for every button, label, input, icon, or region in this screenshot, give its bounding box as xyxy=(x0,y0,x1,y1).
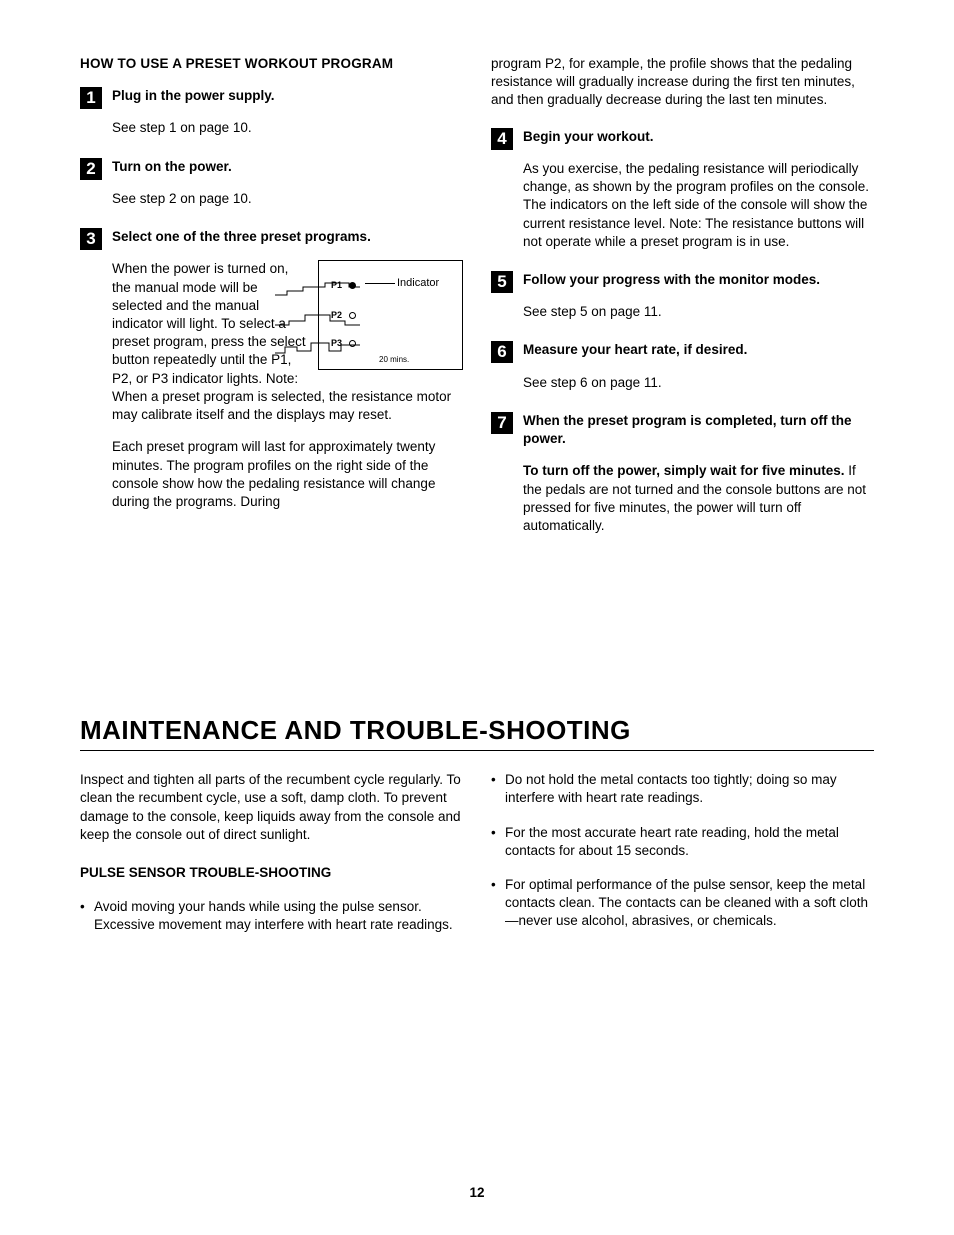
maint-left-column: Inspect and tighten all parts of the rec… xyxy=(80,771,463,935)
maintenance-columns: Inspect and tighten all parts of the rec… xyxy=(80,771,874,935)
step-paragraph: Each preset program will last for approx… xyxy=(112,438,463,511)
heading-rule xyxy=(80,750,874,751)
program-row-p1: P1 xyxy=(331,279,360,291)
step-6: 6 Measure your heart rate, if desired. S… xyxy=(491,341,874,391)
step-title: Turn on the power. xyxy=(112,158,463,176)
step-paragraph: To turn off the power, simply wait for f… xyxy=(523,462,874,535)
pulse-subheading: PULSE SENSOR TROUBLE-SHOOTING xyxy=(80,864,463,882)
step-4: 4 Begin your workout. As you exercise, t… xyxy=(491,128,874,251)
program-row-p2: P2 xyxy=(331,309,360,321)
step-number-box: 5 xyxy=(491,271,513,293)
step-text: See step 6 on page 11. xyxy=(523,374,874,392)
preset-workout-section: HOW TO USE A PRESET WORKOUT PROGRAM 1 Pl… xyxy=(80,55,874,555)
step-2: 2 Turn on the power. See step 2 on page … xyxy=(80,158,463,208)
diagram-caption: 20 mins. xyxy=(379,355,409,366)
program-row-p3: P3 xyxy=(331,337,360,349)
step-body: Begin your workout. As you exercise, the… xyxy=(523,128,874,251)
section-heading: HOW TO USE A PRESET WORKOUT PROGRAM xyxy=(80,55,463,73)
step-number-box: 2 xyxy=(80,158,102,180)
step-number-box: 4 xyxy=(491,128,513,150)
bullet-item: Avoid moving your hands while using the … xyxy=(80,898,463,934)
program-profile-diagram: Indicator P1 P2 xyxy=(318,260,463,370)
step-number-box: 6 xyxy=(491,341,513,363)
step-body: Select one of the three preset programs.… xyxy=(112,228,463,511)
step-body: Measure your heart rate, if desired. See… xyxy=(523,341,874,391)
step-3: 3 Select one of the three preset program… xyxy=(80,228,463,511)
p2-profile-icon xyxy=(275,311,360,329)
indicator-label: Indicator xyxy=(397,276,439,291)
right-column: program P2, for example, the profile sho… xyxy=(491,55,874,555)
p1-profile-icon xyxy=(275,281,360,299)
step-body: Follow your progress with the monitor mo… xyxy=(523,271,874,321)
maint-intro: Inspect and tighten all parts of the rec… xyxy=(80,771,463,844)
step-body: Turn on the power. See step 2 on page 10… xyxy=(112,158,463,208)
step-paragraph: As you exercise, the pedaling resistance… xyxy=(523,160,874,251)
left-column: HOW TO USE A PRESET WORKOUT PROGRAM 1 Pl… xyxy=(80,55,463,555)
step-text: See step 2 on page 10. xyxy=(112,190,463,208)
indicator-pointer-line xyxy=(365,283,395,284)
step-body: Plug in the power supply. See step 1 on … xyxy=(112,87,463,137)
step-text: As you exercise, the pedaling resistance… xyxy=(523,160,874,251)
step-number-box: 3 xyxy=(80,228,102,250)
step-number-box: 7 xyxy=(491,412,513,434)
step-title: When the preset program is completed, tu… xyxy=(523,412,874,448)
continuation-paragraph: program P2, for example, the profile sho… xyxy=(491,55,874,110)
step-title: Select one of the three preset programs. xyxy=(112,228,463,246)
step-text: See step 5 on page 11. xyxy=(523,303,874,321)
maintenance-heading: MAINTENANCE AND TROUBLE-SHOOTING xyxy=(80,715,874,746)
step-title: Plug in the power supply. xyxy=(112,87,463,105)
step-7: 7 When the preset program is completed, … xyxy=(491,412,874,535)
step-title: Begin your workout. xyxy=(523,128,874,146)
step-title: Follow your progress with the monitor mo… xyxy=(523,271,874,289)
p3-profile-icon xyxy=(275,339,360,357)
maint-right-column: Do not hold the metal contacts too tight… xyxy=(491,771,874,935)
step-text: To turn off the power, simply wait for f… xyxy=(523,462,874,535)
step-1: 1 Plug in the power supply. See step 1 o… xyxy=(80,87,463,137)
bullet-list-right: Do not hold the metal contacts too tight… xyxy=(491,771,874,931)
bold-lead: To turn off the power, simply wait for f… xyxy=(523,463,845,478)
step-text: See step 1 on page 10. xyxy=(112,119,463,137)
step-text: Indicator P1 P2 xyxy=(112,260,463,511)
step-body: When the preset program is completed, tu… xyxy=(523,412,874,535)
bullet-item: Do not hold the metal contacts too tight… xyxy=(491,771,874,807)
step-5: 5 Follow your progress with the monitor … xyxy=(491,271,874,321)
page-number: 12 xyxy=(0,1185,954,1200)
step-number-box: 1 xyxy=(80,87,102,109)
bullet-item: For optimal performance of the pulse sen… xyxy=(491,876,874,931)
bullet-item: For the most accurate heart rate reading… xyxy=(491,824,874,860)
maintenance-section: MAINTENANCE AND TROUBLE-SHOOTING Inspect… xyxy=(80,715,874,935)
bullet-list-left: Avoid moving your hands while using the … xyxy=(80,898,463,934)
page-container: HOW TO USE A PRESET WORKOUT PROGRAM 1 Pl… xyxy=(0,0,954,1235)
step-paragraph: See step 1 on page 10. xyxy=(112,119,463,137)
step-paragraph: See step 5 on page 11. xyxy=(523,303,874,321)
step-title: Measure your heart rate, if desired. xyxy=(523,341,874,359)
step-paragraph: See step 6 on page 11. xyxy=(523,374,874,392)
step-paragraph: See step 2 on page 10. xyxy=(112,190,463,208)
